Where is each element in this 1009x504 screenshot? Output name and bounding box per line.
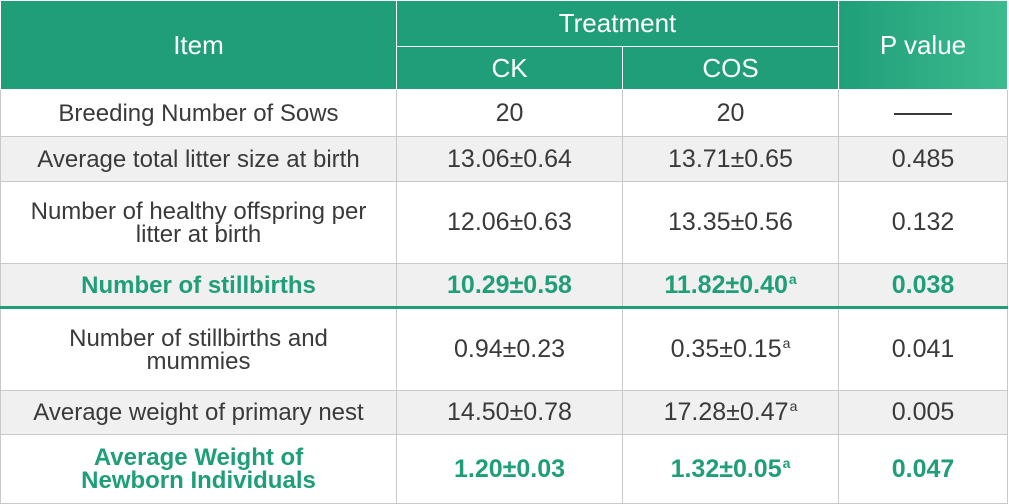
row-cos: 20 (622, 89, 839, 137)
row-item: Number of healthy offspring per litter a… (0, 181, 397, 264)
table-row-highlighted: Number of stillbirths 10.29±0.58 11.82±0… (0, 263, 1008, 309)
row-p-value: 0.041 (838, 307, 1008, 391)
table-row: Average weight of primary nest 14.50±0.7… (0, 390, 1008, 435)
row-ck: 0.94±0.23 (396, 307, 623, 391)
row-p-value: 0.038 (838, 263, 1008, 309)
cos-value: 11.82±0.40 (664, 270, 788, 299)
row-ck: 12.06±0.63 (396, 181, 623, 264)
table-row: Average total litter size at birth 13.06… (0, 136, 1008, 182)
header-cos: COS (622, 46, 839, 90)
table-header: Item Treatment P value CK COS (0, 0, 1008, 90)
row-p-value: 0.005 (838, 390, 1008, 435)
table-row: Number of stillbirths and mummies 0.94±0… (0, 307, 1008, 391)
row-cos: 11.82±0.40a (622, 263, 839, 309)
cos-value: 17.28±0.47 (663, 398, 789, 426)
row-item: Breeding Number of Sows (0, 89, 397, 137)
row-cos: 13.35±0.56 (622, 181, 839, 264)
row-p-value (838, 89, 1008, 137)
row-item: Number of stillbirths and mummies (0, 307, 397, 391)
row-p-value: 0.485 (838, 136, 1008, 182)
dash-placeholder (894, 112, 952, 115)
row-p-value: 0.132 (838, 181, 1008, 264)
table-row-highlighted: Average Weight of Newborn Individuals 1.… (0, 434, 1008, 504)
row-ck: 1.20±0.03 (396, 434, 623, 504)
header-p-value: P value (838, 0, 1008, 90)
row-cos: 1.32±0.05a (622, 434, 839, 504)
cos-value: 1.32±0.05 (670, 454, 782, 483)
row-p-value: 0.047 (838, 434, 1008, 504)
row-item: Number of stillbirths (0, 263, 397, 309)
header-item: Item (0, 0, 397, 90)
cos-value: 0.35±0.15 (670, 335, 782, 363)
row-item: Average Weight of Newborn Individuals (0, 434, 397, 504)
row-item: Average weight of primary nest (0, 390, 397, 435)
row-item: Average total litter size at birth (0, 136, 397, 182)
row-ck: 20 (396, 89, 623, 137)
significance-mark: a (782, 335, 791, 351)
row-ck: 10.29±0.58 (396, 263, 623, 309)
table-row: Number of healthy offspring per litter a… (0, 181, 1008, 264)
row-cos: 13.71±0.65 (622, 136, 839, 182)
header-ck: CK (396, 46, 623, 90)
significance-mark: a (788, 270, 797, 287)
row-ck: 13.06±0.64 (396, 136, 623, 182)
table-row: Breeding Number of Sows 20 20 (0, 89, 1008, 137)
row-ck: 14.50±0.78 (396, 390, 623, 435)
row-cos: 0.35±0.15a (622, 307, 839, 391)
significance-mark: a (789, 398, 798, 414)
header-treatment: Treatment (396, 0, 839, 47)
significance-mark: a (782, 454, 791, 471)
row-cos: 17.28±0.47a (622, 390, 839, 435)
